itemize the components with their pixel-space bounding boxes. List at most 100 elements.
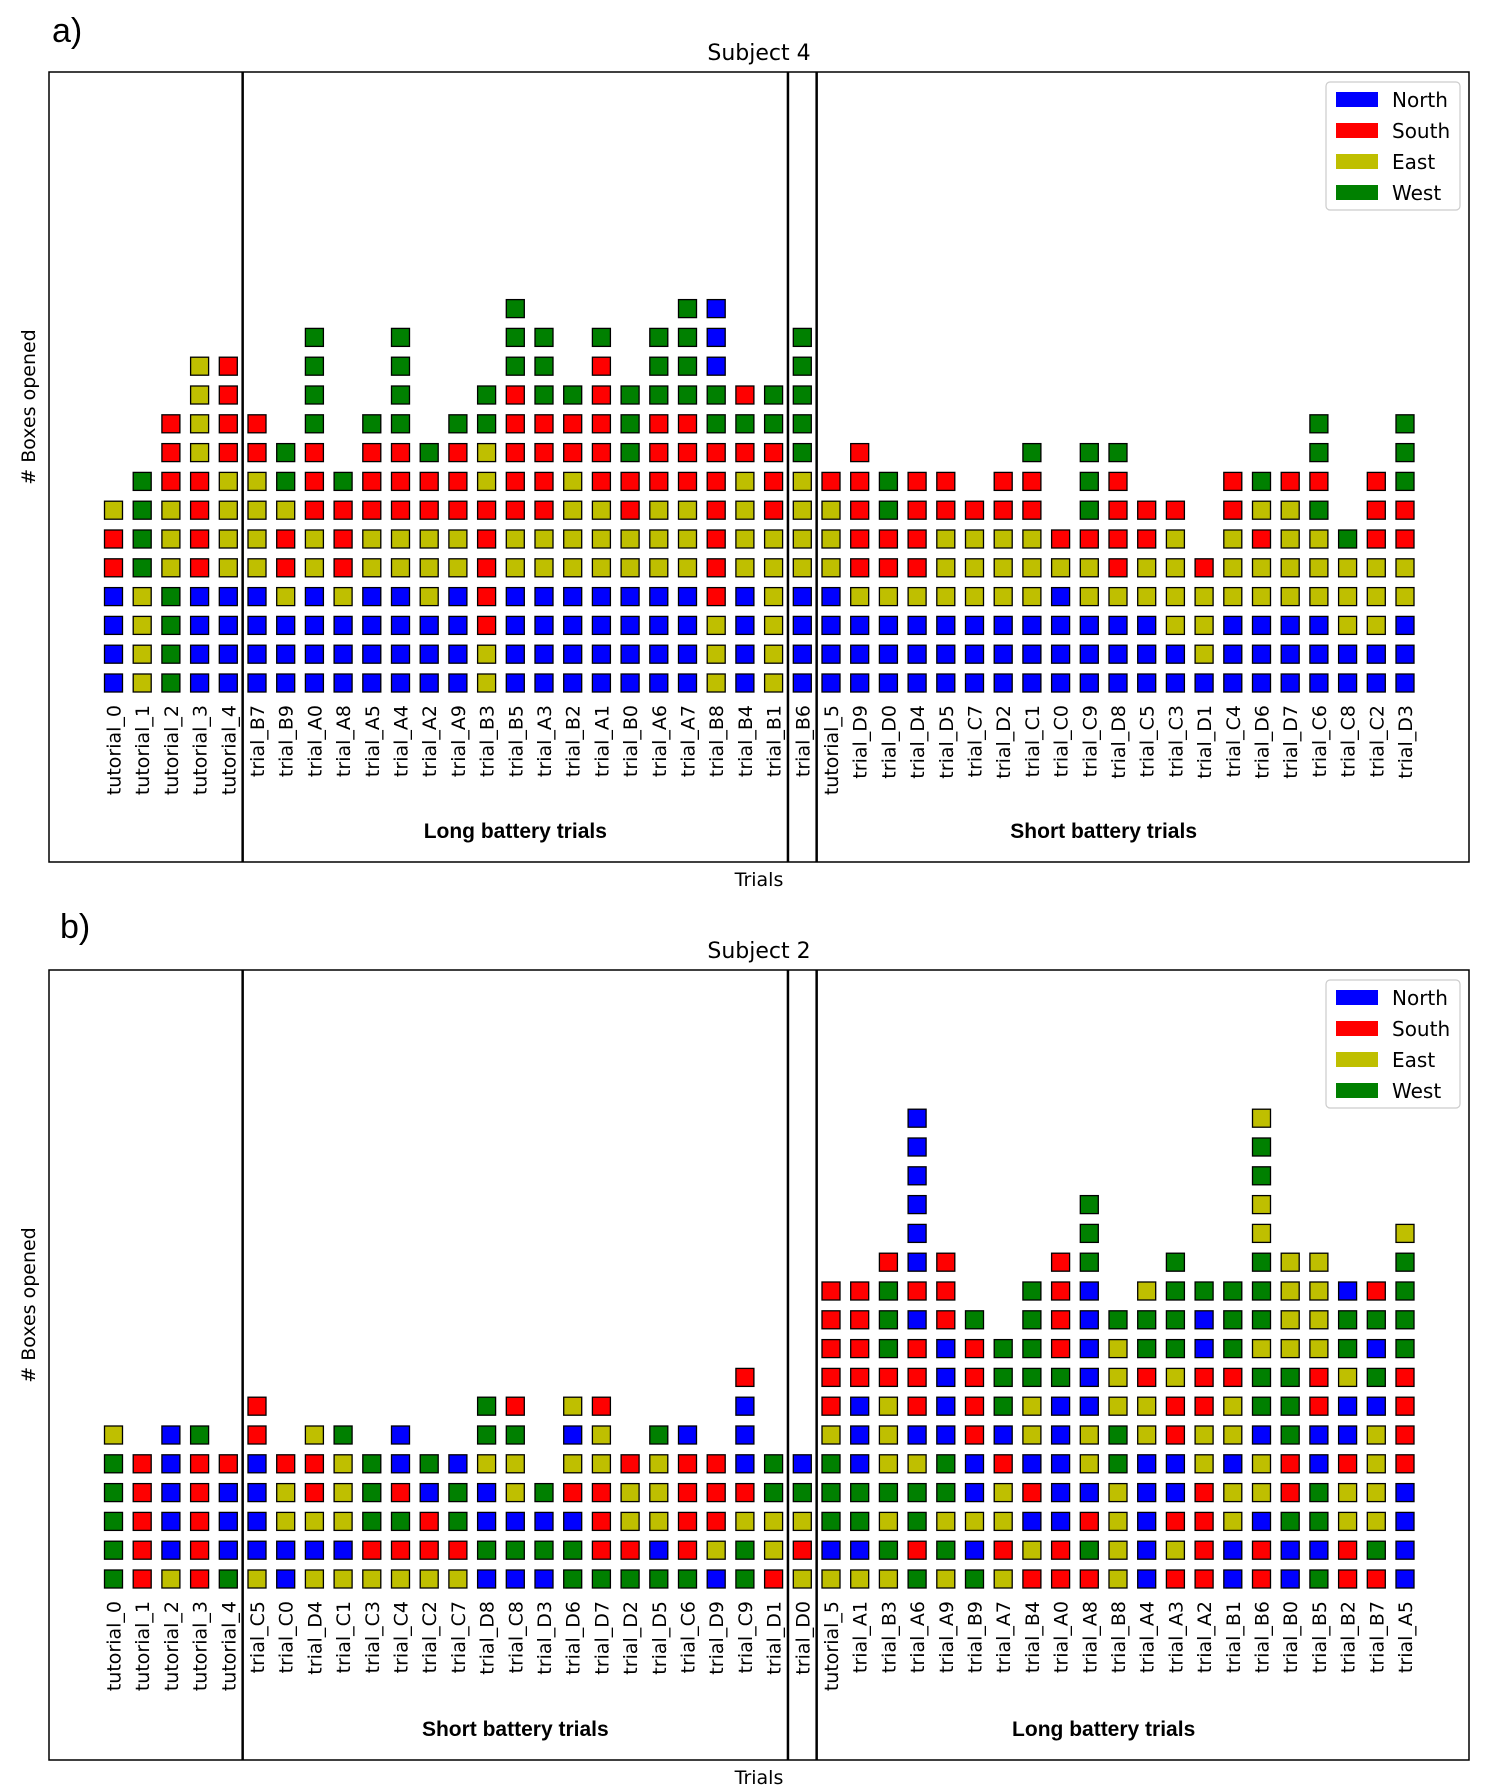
legend-label: South bbox=[1392, 1017, 1450, 1041]
tick-label: trial_A2 bbox=[419, 705, 441, 777]
box-marker bbox=[476, 471, 497, 492]
box-marker bbox=[247, 1482, 267, 1503]
box-marker bbox=[1108, 529, 1128, 549]
box-marker bbox=[103, 586, 124, 607]
trial-column: trial_A4 bbox=[1137, 1281, 1159, 1673]
box-marker bbox=[1194, 673, 1214, 693]
box-marker bbox=[1309, 1454, 1329, 1474]
box-marker bbox=[821, 615, 841, 636]
box-marker bbox=[677, 558, 698, 578]
box-marker bbox=[189, 471, 210, 492]
box-marker bbox=[1395, 471, 1415, 492]
tick-label: trial_A9 bbox=[936, 1601, 958, 1673]
trial-column: trial_A6 bbox=[907, 1108, 929, 1673]
box-marker bbox=[850, 1540, 870, 1560]
box-marker bbox=[649, 586, 669, 607]
tick-label: tutorial_0 bbox=[104, 705, 126, 795]
box-marker bbox=[1337, 644, 1358, 664]
box-marker bbox=[1280, 1454, 1300, 1474]
box-marker bbox=[276, 673, 296, 693]
box-marker bbox=[706, 644, 726, 664]
box-marker bbox=[1395, 1569, 1415, 1589]
trial-column: trial_D1 bbox=[764, 1454, 786, 1675]
box-marker bbox=[936, 1540, 956, 1560]
box-marker bbox=[964, 1338, 985, 1359]
trial-column: trial_B7 bbox=[1366, 1281, 1388, 1673]
box-marker bbox=[1309, 471, 1329, 492]
box-marker bbox=[1395, 1223, 1415, 1244]
box-marker bbox=[620, 529, 640, 549]
tick-label: trial_D7 bbox=[1280, 705, 1302, 779]
box-marker bbox=[936, 673, 956, 693]
box-marker bbox=[1165, 644, 1186, 664]
trial-column: trial_A2 bbox=[1194, 1281, 1216, 1673]
box-marker bbox=[1022, 1281, 1042, 1301]
trial-column: trial_B0 bbox=[1280, 1252, 1302, 1673]
box-marker bbox=[821, 529, 841, 549]
trial-column: trial_D2 bbox=[620, 1454, 642, 1675]
tick-label: trial_A6 bbox=[649, 705, 671, 777]
box-marker bbox=[792, 558, 812, 578]
box-marker bbox=[677, 327, 698, 348]
box-marker bbox=[1366, 1511, 1386, 1532]
box-marker bbox=[247, 442, 267, 463]
trial-column: tutorial_0 bbox=[103, 500, 126, 795]
box-marker bbox=[620, 1454, 640, 1474]
trial-column: trial_C4 bbox=[1223, 471, 1245, 777]
box-marker bbox=[1309, 500, 1329, 520]
trial-column: trial_B2 bbox=[563, 385, 585, 777]
box-marker bbox=[534, 1482, 554, 1503]
legend: North South East West bbox=[1325, 81, 1461, 211]
box-marker bbox=[333, 615, 353, 636]
tick-label: trial_C8 bbox=[505, 1601, 527, 1673]
box-marker bbox=[1079, 1338, 1099, 1359]
box-marker bbox=[132, 673, 152, 693]
tick-label: trial_C4 bbox=[391, 1601, 413, 1673]
box-marker bbox=[649, 529, 669, 549]
trial-column: trial_D0 bbox=[792, 1454, 814, 1675]
box-marker bbox=[1165, 1338, 1186, 1359]
box-marker bbox=[390, 586, 411, 607]
box-marker bbox=[1309, 1511, 1329, 1532]
box-marker bbox=[1137, 529, 1157, 549]
box-marker bbox=[333, 500, 353, 520]
box-marker bbox=[476, 1511, 497, 1532]
box-marker bbox=[132, 586, 152, 607]
trial-column: trial_D4 bbox=[907, 471, 929, 779]
box-marker bbox=[247, 558, 267, 578]
box-marker bbox=[419, 1511, 439, 1532]
box-marker bbox=[792, 356, 812, 376]
box-marker bbox=[1395, 1454, 1415, 1474]
trial-column: tutorial_3 bbox=[190, 1425, 212, 1691]
box-marker bbox=[1280, 1482, 1300, 1503]
box-marker bbox=[1309, 1482, 1329, 1503]
box-marker bbox=[620, 586, 640, 607]
box-marker bbox=[1366, 471, 1386, 492]
box-marker bbox=[1251, 1396, 1272, 1416]
box-marker bbox=[1280, 1569, 1300, 1589]
box-marker bbox=[620, 442, 640, 463]
box-marker bbox=[907, 1137, 927, 1157]
box-marker bbox=[878, 1569, 899, 1589]
box-marker bbox=[1194, 1425, 1214, 1445]
box-marker bbox=[792, 385, 812, 405]
box-marker bbox=[534, 586, 554, 607]
box-marker bbox=[993, 1367, 1013, 1388]
box-marker bbox=[132, 529, 152, 549]
box-marker bbox=[993, 1540, 1013, 1560]
box-marker bbox=[161, 442, 181, 463]
tick-label: trial_D2 bbox=[620, 1601, 642, 1675]
tick-label: trial_D2 bbox=[993, 705, 1015, 779]
box-marker bbox=[505, 471, 525, 492]
box-marker bbox=[1194, 1367, 1214, 1388]
box-marker bbox=[964, 673, 985, 693]
box-marker bbox=[677, 356, 698, 376]
box-marker bbox=[390, 385, 411, 405]
box-marker bbox=[505, 615, 525, 636]
box-marker bbox=[706, 471, 726, 492]
box-marker bbox=[878, 1310, 899, 1330]
box-marker bbox=[1309, 442, 1329, 463]
box-marker bbox=[333, 1569, 353, 1589]
box-marker bbox=[907, 1367, 927, 1388]
box-marker bbox=[1280, 1425, 1300, 1445]
